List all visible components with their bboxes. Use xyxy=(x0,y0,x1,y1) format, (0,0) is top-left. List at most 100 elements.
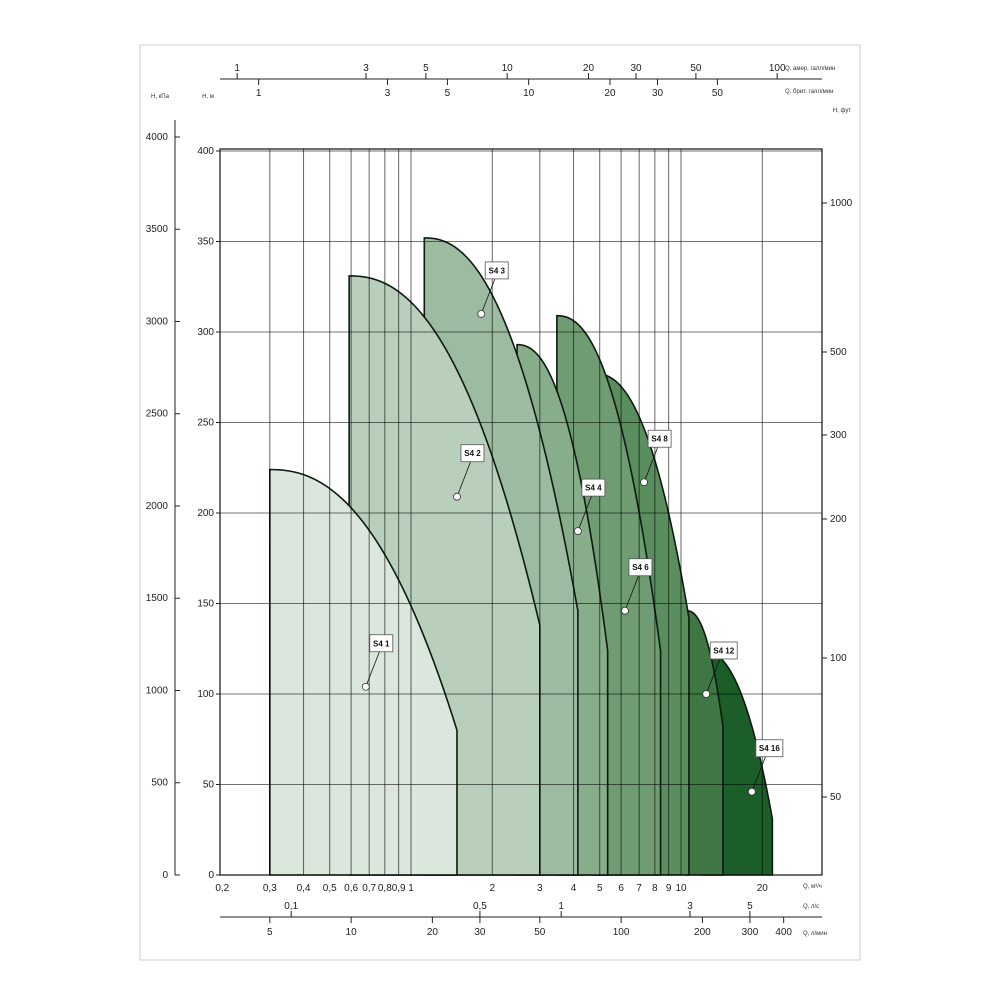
y-tick-label-kpa: 4000 xyxy=(146,132,169,143)
y-tick-label-ft: 50 xyxy=(830,792,842,803)
x-tick-label-lmin: 400 xyxy=(775,927,792,938)
series-pointer-s4-3 xyxy=(480,277,496,315)
series-region-s4-12 xyxy=(685,609,724,876)
y-tick-label-kpa: 500 xyxy=(151,778,168,789)
x-tick-label-lmin: 50 xyxy=(534,927,546,938)
x-tick-label-lmin: 20 xyxy=(427,927,439,938)
series-pointer-s4-6 xyxy=(624,574,640,611)
y-tick-label-kpa: 0 xyxy=(162,870,168,881)
x-tick-label-m3h: 0,7 xyxy=(362,883,376,894)
x-tick-label-lmin: 30 xyxy=(474,927,486,938)
x-tick-label-lmin: 5 xyxy=(267,927,273,938)
y-tick-label-m: 0 xyxy=(208,870,214,881)
x-tick-label-usgpm: 50 xyxy=(690,63,702,74)
x-tick-label-m3h: 0,2 xyxy=(215,883,229,894)
x-tick-label-usgpm: 5 xyxy=(423,63,429,74)
x-tick-label-m3h: 5 xyxy=(597,883,603,894)
x-tick-label-m3h: 10 xyxy=(675,883,687,894)
series-marker-s4-2 xyxy=(453,492,461,501)
x-tick-label-m3h: 0,9 xyxy=(392,883,406,894)
series-label-s4-1: S4 1 xyxy=(373,639,390,648)
y-tick-label-kpa: 3000 xyxy=(146,316,169,327)
x-tick-label-lmin: 300 xyxy=(742,927,759,938)
x-tick-label-usgpm: 30 xyxy=(630,63,642,74)
x-tick-label-usgpm: 10 xyxy=(502,63,514,74)
x-tick-label-lmin: 10 xyxy=(346,927,358,938)
x-tick-label-m3h: 3 xyxy=(537,883,543,894)
y-tick-label-ft: 1000 xyxy=(830,198,853,209)
series-label-box-s4-2 xyxy=(460,444,485,463)
y-tick-label-m: 200 xyxy=(197,508,214,519)
series-label-box-s4-4 xyxy=(581,478,606,497)
x-tick-label-ls: 3 xyxy=(687,901,693,912)
series-pointer-s4-2 xyxy=(456,460,472,497)
y-tick-label-kpa: 1000 xyxy=(146,685,169,696)
x-tick-label-usgpm: 100 xyxy=(769,63,786,74)
y-tick-label-m: 100 xyxy=(197,689,214,700)
y-tick-label-ft: 300 xyxy=(830,430,847,441)
x-tick-label-ukgpm: 20 xyxy=(604,88,616,99)
series-pointer-s4-8 xyxy=(643,446,659,483)
series-pointer-s4-4 xyxy=(577,494,593,532)
series-label-box-s4-8 xyxy=(647,429,672,448)
series-label-box-s4-16 xyxy=(755,739,784,758)
y-axis-label-m: H, м xyxy=(202,94,214,100)
x-tick-label-m3h: 0,8 xyxy=(378,883,392,894)
series-label-box-s4-6 xyxy=(628,558,653,577)
y-tick-label-ft: 200 xyxy=(830,514,847,525)
x-tick-label-lmin: 100 xyxy=(613,927,630,938)
series-label-s4-12: S4 12 xyxy=(713,647,734,656)
x-tick-label-m3h: 6 xyxy=(618,883,624,894)
x-tick-label-ukgpm: 3 xyxy=(385,88,391,99)
series-marker-s4-6 xyxy=(621,606,629,615)
x-tick-label-ls: 5 xyxy=(747,901,753,912)
y-tick-label-kpa: 1500 xyxy=(146,593,169,604)
y-axis-label-kpa: H, кПа xyxy=(151,94,170,100)
series-pointer-s4-12 xyxy=(705,657,721,695)
x-tick-label-m3h: 8 xyxy=(652,883,658,894)
y-tick-label-m: 300 xyxy=(197,327,214,338)
series-pointer-s4-1 xyxy=(365,650,381,687)
series-marker-s4-8 xyxy=(640,478,648,487)
y-tick-label-m: 400 xyxy=(197,146,214,157)
series-marker-s4-16 xyxy=(747,787,756,796)
series-pointer-s4-16 xyxy=(751,755,767,792)
x-tick-label-m3h: 7 xyxy=(636,883,642,894)
x-tick-label-m3h: 2 xyxy=(489,883,495,894)
x-axis-label-m3h: Q, м³/ч xyxy=(803,884,822,890)
series-marker-s4-12 xyxy=(702,690,711,698)
x-axis-label-usgpm: Q, амер. галл/мин xyxy=(785,66,835,72)
series-marker-s4-1 xyxy=(361,682,370,691)
series-marker-s4-3 xyxy=(477,309,486,318)
y-tick-label-ft: 100 xyxy=(830,653,847,664)
x-tick-label-m3h: 0,6 xyxy=(344,883,358,894)
y-axis-label-ft: H, фут xyxy=(833,108,852,114)
y-tick-label-m: 50 xyxy=(203,780,215,791)
x-axis-label-ls: Q, л/с xyxy=(803,904,819,910)
x-tick-label-usgpm: 20 xyxy=(583,63,595,74)
y-tick-label-kpa: 2000 xyxy=(146,501,169,512)
x-axis-label-ukgpm: Q, брит. галл/мин xyxy=(785,89,833,95)
series-label-box-s4-12 xyxy=(709,641,738,660)
plot-border xyxy=(219,148,823,876)
x-tick-label-ls: 1 xyxy=(558,901,564,912)
y-tick-label-ft: 500 xyxy=(830,347,847,358)
series-label-s4-4: S4 4 xyxy=(585,484,602,493)
y-tick-label-kpa: 2500 xyxy=(146,409,169,420)
x-tick-label-ls: 0,5 xyxy=(473,901,487,912)
x-tick-label-ukgpm: 1 xyxy=(256,88,262,99)
x-tick-label-m3h: 0,5 xyxy=(323,883,337,894)
series-label-box-s4-3 xyxy=(484,261,509,280)
series-label-s4-8: S4 8 xyxy=(651,435,668,444)
x-tick-label-usgpm: 3 xyxy=(363,63,369,74)
x-tick-label-usgpm: 1 xyxy=(234,63,240,74)
x-tick-label-ukgpm: 5 xyxy=(445,88,451,99)
x-tick-label-ukgpm: 50 xyxy=(712,88,724,99)
series-label-s4-16: S4 16 xyxy=(759,744,780,753)
x-tick-label-m3h: 9 xyxy=(666,883,672,894)
series-label-s4-2: S4 2 xyxy=(464,449,481,458)
x-axis-label-lmin: Q, л/мин xyxy=(803,931,827,937)
x-tick-label-m3h: 1 xyxy=(408,883,414,894)
x-tick-label-m3h: 20 xyxy=(757,883,769,894)
